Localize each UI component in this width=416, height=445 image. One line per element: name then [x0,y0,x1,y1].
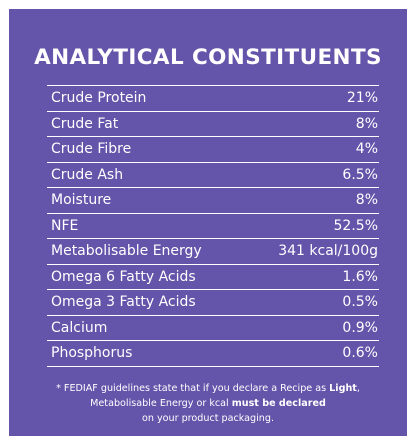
constituent-value: 6.5% [342,166,378,183]
constituent-value: 8% [355,115,378,132]
table-row: Crude Fat 8% [47,112,379,137]
constituent-value: 0.6% [342,345,378,362]
constituent-name: Omega 6 Fatty Acids [51,268,196,285]
footnote-line-1: * FEDIAF guidelines state that if you de… [27,381,389,396]
footnote-text: Metabolisable Energy or kcal [90,398,232,409]
table-row: Metabolisable Energy 341 kcal/100g [47,239,379,265]
table-row: Crude Ash 6.5% [47,163,379,188]
footnote: * FEDIAF guidelines state that if you de… [27,381,389,426]
table-row: Calcium 0.9% [47,316,379,341]
constituent-name: Crude Fat [51,115,119,132]
constituent-name: Omega 3 Fatty Acids [51,294,196,311]
footnote-text: * FEDIAF guidelines state that if you de… [56,383,330,394]
constituent-name: NFE [51,217,79,234]
panel-title: ANALYTICAL CONSTITUENTS [34,45,382,70]
constituent-name: Crude Fibre [51,141,132,158]
footnote-bold-text: must be declared [231,398,326,409]
constituent-name: Crude Ash [51,166,124,183]
constituent-name: Phosphorus [51,345,133,362]
footnote-text: , [356,383,360,394]
table-row: Phosphorus 0.6% [47,341,379,367]
constituent-value: 21% [346,90,378,107]
constituent-name: Moisture [51,192,112,209]
table-row: Crude Protein 21% [47,86,379,112]
footnote-bold-text: Light [329,383,357,394]
table-row: Omega 3 Fatty Acids 0.5% [47,290,379,316]
footnote-line-2: Metabolisable Energy or kcal must be dec… [27,396,389,411]
table-row: Omega 6 Fatty Acids 1.6% [47,265,379,290]
constituent-value: 0.9% [342,319,378,336]
constituent-value: 1.6% [342,268,378,285]
table-row: Moisture 8% [47,188,379,214]
constituent-value: 0.5% [342,294,378,311]
constituent-name: Metabolisable Energy [51,243,202,260]
constituent-name: Calcium [51,319,108,336]
constituents-table: Crude Protein 21% Crude Fat 8% Crude Fib… [47,85,379,367]
constituent-value: 52.5% [333,217,378,234]
constituent-value: 341 kcal/100g [278,243,378,260]
constituent-value: 4% [355,141,378,158]
footnote-line-3: on your product packaging. [141,413,275,424]
table-row: NFE 52.5% [47,214,379,239]
analytical-constituents-panel: ANALYTICAL CONSTITUENTS Crude Protein 21… [9,9,407,436]
constituent-value: 8% [355,192,378,209]
table-row: Crude Fibre 4% [47,137,379,163]
constituent-name: Crude Protein [51,90,147,107]
